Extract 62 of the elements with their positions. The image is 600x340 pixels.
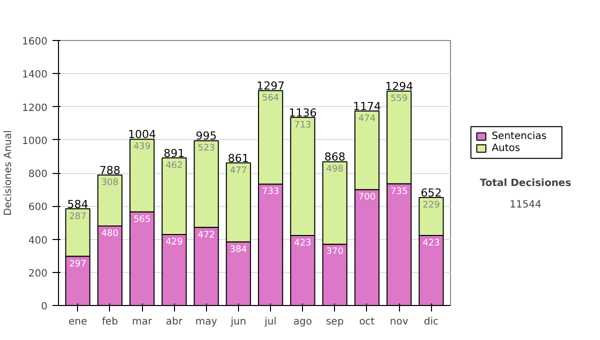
- text: 11544: [510, 199, 542, 210]
- data-label: 384: [230, 244, 248, 255]
- x-tick-label: may: [195, 316, 218, 328]
- data-label: 429: [166, 237, 184, 248]
- total-label: 868: [324, 150, 346, 164]
- total-label: 584: [67, 198, 88, 211]
- y-tick-label: 400: [28, 235, 48, 246]
- data-label: 559: [390, 94, 408, 104]
- total-label: 1297: [256, 80, 285, 93]
- y-tick-label: 1400: [22, 70, 48, 81]
- total-label: 788: [99, 164, 120, 177]
- data-label: 565: [133, 214, 151, 225]
- x-tick-label: abr: [166, 316, 184, 328]
- x-tick-label: sep: [326, 316, 344, 328]
- data-label: 564: [262, 94, 280, 104]
- data-label: 229: [422, 200, 440, 211]
- data-label: 523: [198, 144, 215, 154]
- data-label: 462: [166, 160, 183, 171]
- total-label: 861: [228, 152, 249, 165]
- legend-label: Autos: [492, 142, 520, 154]
- y-tick-label: 1200: [22, 102, 48, 114]
- data-label: 477: [230, 166, 248, 176]
- total-label: 652: [420, 186, 442, 200]
- data-label: 480: [101, 229, 119, 239]
- legend-label: Sentencias: [492, 131, 547, 142]
- total-label: 995: [196, 130, 217, 143]
- data-label: 439: [133, 142, 151, 152]
- data-label: 423: [294, 238, 312, 248]
- data-label: 370: [326, 247, 344, 258]
- total-label: 1004: [128, 128, 156, 142]
- x-tick-label: jul: [264, 316, 277, 328]
- x-tick-label: jun: [230, 316, 246, 328]
- x-tick-label: feb: [102, 316, 118, 328]
- y-tick-label: 0: [41, 302, 48, 312]
- total-label: 1174: [352, 100, 381, 114]
- total-label: 891: [164, 146, 185, 160]
- x-tick-label: dic: [424, 316, 439, 328]
- data-label: 733: [262, 187, 280, 198]
- x-tick-label: oct: [359, 316, 375, 328]
- y-axis-title: Decisiones Anual: [3, 130, 14, 216]
- data-label: 297: [69, 259, 86, 270]
- data-label: 735: [390, 186, 408, 197]
- x-tick-label: ago: [293, 316, 312, 328]
- x-tick-label: mar: [132, 316, 153, 328]
- total-label: 1294: [385, 80, 414, 94]
- total-label: 1136: [288, 106, 317, 120]
- text: Total Decisiones: [480, 178, 572, 189]
- x-tick-label: ene: [68, 316, 88, 328]
- y-tick-label: 600: [28, 202, 48, 214]
- data-label: 308: [101, 178, 119, 188]
- data-label: 287: [69, 212, 86, 222]
- y-tick-label: 1600: [22, 36, 48, 48]
- y-tick-label: 200: [28, 268, 48, 280]
- data-label: 700: [358, 192, 376, 203]
- data-label: 498: [326, 164, 344, 175]
- data-label: 423: [422, 238, 440, 248]
- data-label: 474: [358, 114, 376, 124]
- y-tick-label: 800: [28, 169, 48, 180]
- y-tick-label: 1000: [22, 136, 48, 147]
- data-label: 472: [198, 230, 215, 240]
- x-tick-label: nov: [390, 316, 408, 328]
- data-label: 713: [294, 120, 312, 130]
